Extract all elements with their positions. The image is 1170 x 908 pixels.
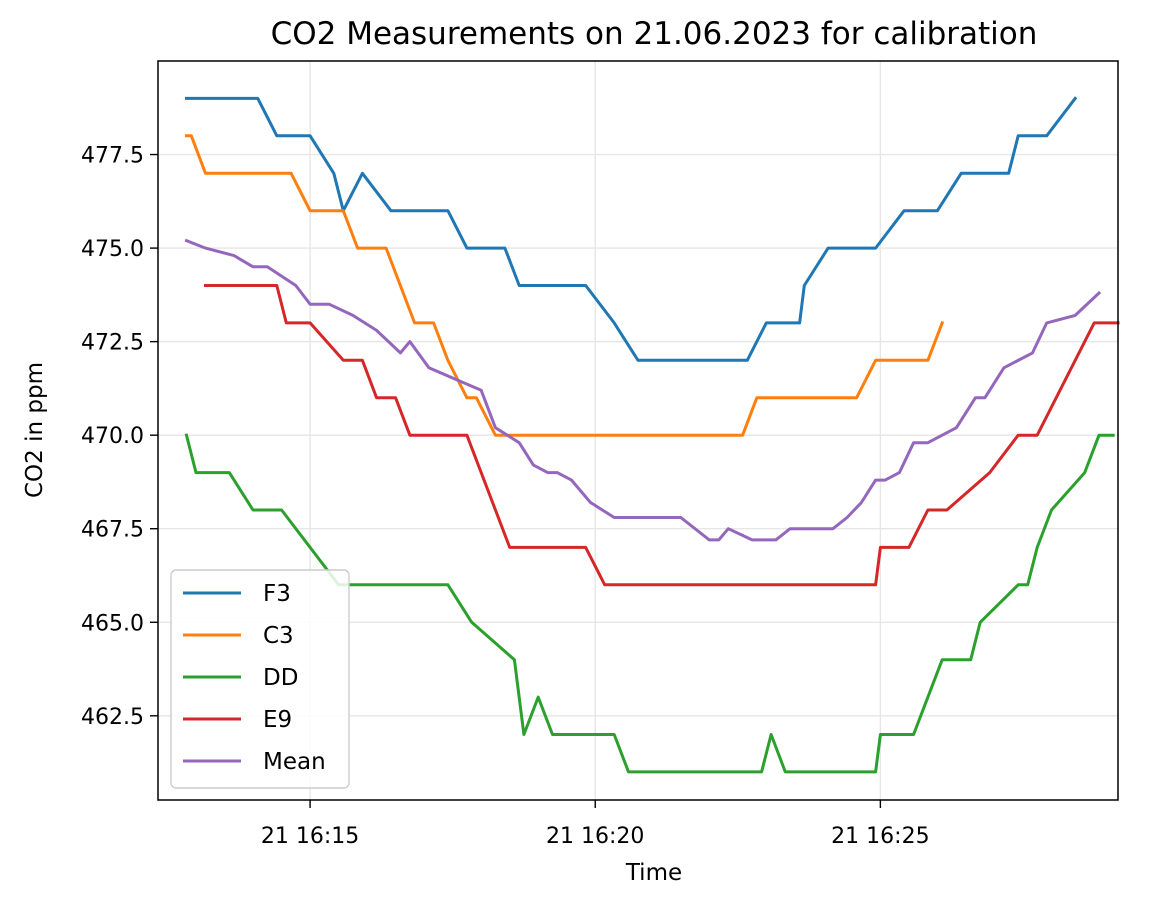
legend-label-mean: Mean bbox=[263, 749, 326, 775]
x-tick-label-0: 21 16:15 bbox=[261, 824, 359, 849]
y-tick-label-4: 472.5 bbox=[81, 331, 144, 356]
series-line-f3 bbox=[185, 96, 1078, 362]
legend-label-f3: F3 bbox=[263, 581, 291, 607]
y-tick-label-2: 467.5 bbox=[81, 518, 144, 543]
legend: F3 C3 DD E9 Mean bbox=[170, 569, 350, 789]
plot-frame bbox=[157, 60, 1119, 801]
y-tick-label-1: 465.0 bbox=[81, 611, 144, 636]
series-line-e9 bbox=[204, 284, 1120, 587]
series-line-c3 bbox=[185, 134, 945, 437]
chart-title: CO2 Measurements on 21.06.2023 for calib… bbox=[271, 16, 1038, 52]
axis-ticks: 21 16:15 21 16:20 21 16:25 462.5 465.0 467.5 4… bbox=[81, 144, 930, 849]
grid bbox=[158, 61, 1118, 800]
x-tick-label-1: 21 16:20 bbox=[546, 824, 644, 849]
y-tick-label-6: 477.5 bbox=[81, 144, 144, 169]
legend-label-c3: C3 bbox=[263, 623, 294, 649]
series-lines bbox=[184, 96, 1120, 774]
y-tick-label-5: 475.0 bbox=[81, 237, 144, 262]
y-tick-label-3: 470.0 bbox=[81, 424, 144, 449]
legend-label-e9: E9 bbox=[263, 707, 292, 733]
series-line-mean bbox=[184, 238, 1102, 542]
y-tick-label-0: 462.5 bbox=[81, 705, 144, 730]
legend-box bbox=[170, 569, 350, 789]
legend-label-dd: DD bbox=[263, 665, 298, 691]
y-axis-label: CO2 in ppm bbox=[22, 362, 48, 498]
x-axis-label: Time bbox=[625, 860, 682, 886]
x-tick-label-2: 21 16:25 bbox=[831, 824, 929, 849]
